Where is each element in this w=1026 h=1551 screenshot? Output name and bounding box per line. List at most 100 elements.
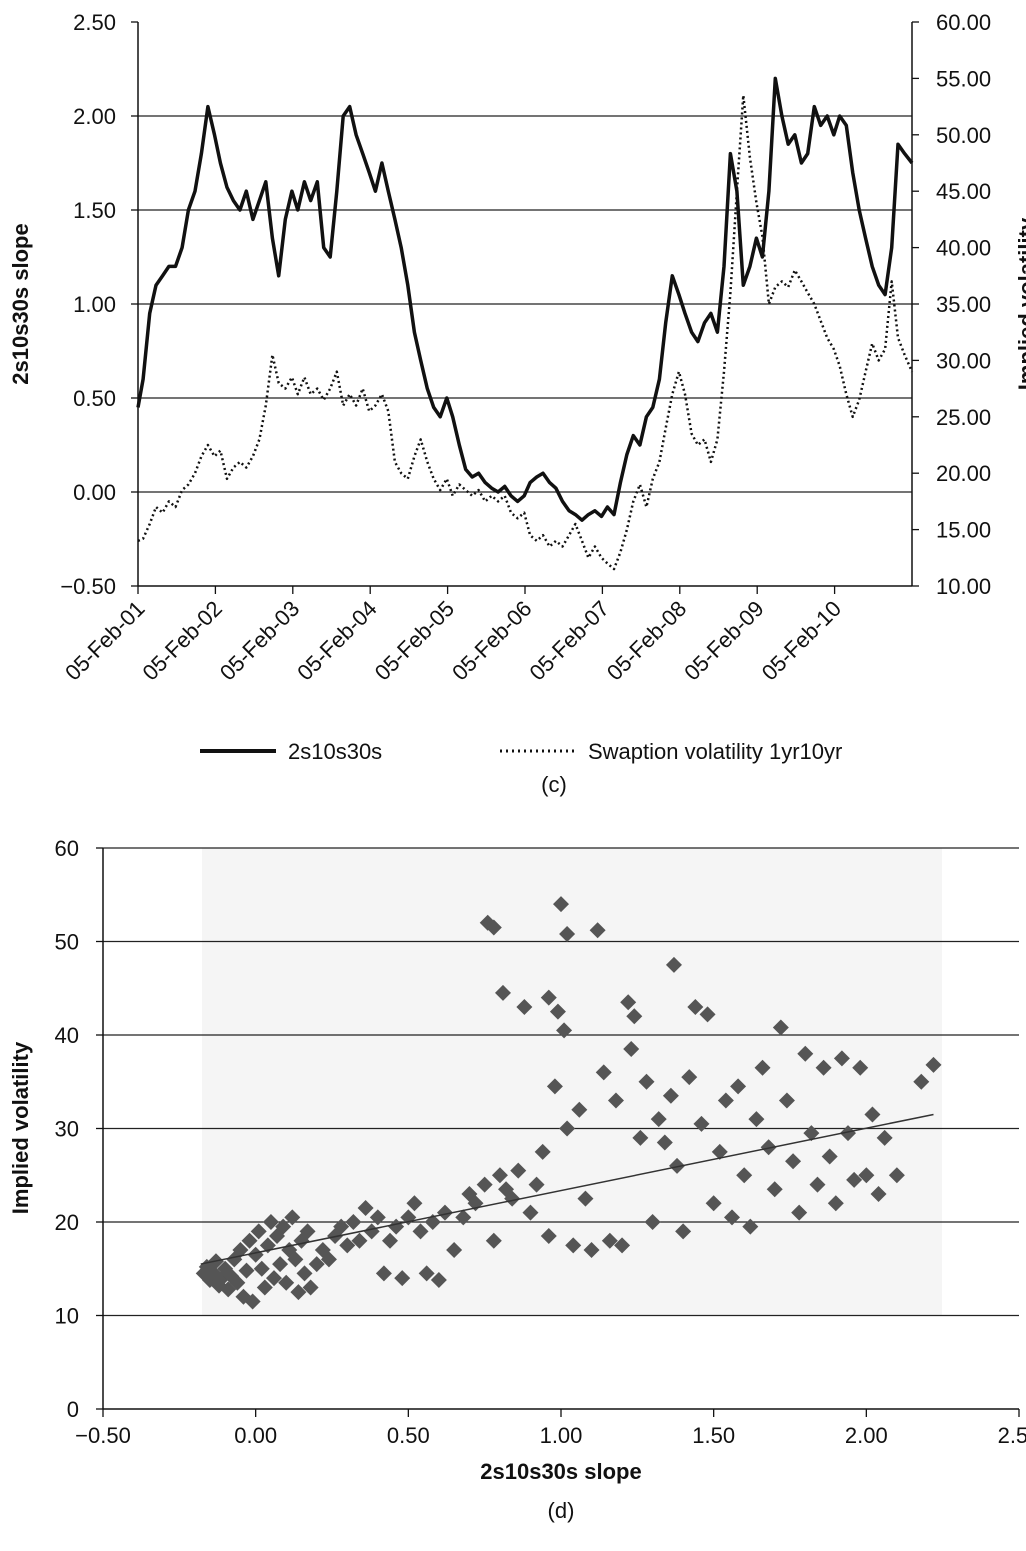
scatter-point xyxy=(662,1087,679,1104)
scatter-point xyxy=(333,1218,350,1235)
scatter-point xyxy=(913,1073,930,1090)
scatter-point xyxy=(406,1195,423,1212)
scatter-point xyxy=(412,1223,429,1240)
chart-c-right-tick-label: 10.00 xyxy=(936,574,991,599)
chart-c-left-axis-label: 2s10s30s slope xyxy=(8,223,33,384)
scatter-point xyxy=(244,1293,261,1310)
chart-c-x-tick-label: 05-Feb-04 xyxy=(292,596,381,685)
scatter-point xyxy=(632,1129,649,1146)
scatter-point xyxy=(607,1092,624,1109)
chart-c-right-axis-label: Implied volatility xyxy=(1014,217,1026,390)
scatter-point xyxy=(302,1279,319,1296)
scatter-point xyxy=(290,1284,307,1301)
scatter-point xyxy=(705,1195,722,1212)
chart-d-trendline xyxy=(200,1113,934,1265)
scatter-point xyxy=(623,1041,640,1058)
scatter-point xyxy=(760,1139,777,1156)
chart-d-y-tick-label: 0 xyxy=(67,1397,79,1422)
scatter-point xyxy=(556,1022,573,1039)
chart-d-y-tick-label: 30 xyxy=(55,1117,79,1142)
scatter-point xyxy=(540,1228,557,1245)
chart-c-right-tick-label: 25.00 xyxy=(936,405,991,430)
scatter-point xyxy=(766,1181,783,1198)
chart-c-right-tick-label: 35.00 xyxy=(936,292,991,317)
scatter-point xyxy=(250,1223,267,1240)
chart-c-x-tick-label: 05-Feb-02 xyxy=(137,596,226,685)
scatter-point xyxy=(614,1237,631,1254)
chart-c-series xyxy=(136,76,914,571)
chart-c-right-tick-label: 50.00 xyxy=(936,123,991,148)
scatter-point xyxy=(711,1143,728,1160)
scatter-point xyxy=(510,1162,527,1179)
scatter-point xyxy=(571,1101,588,1118)
scatter-point xyxy=(369,1209,386,1226)
scatter-point xyxy=(546,1078,563,1095)
chart-c-left-tick-label: 1.00 xyxy=(73,292,116,317)
chart-d-y-tick-label: 60 xyxy=(55,836,79,861)
scatter-point xyxy=(778,1092,795,1109)
scatter-point xyxy=(287,1251,304,1268)
scatter-point xyxy=(852,1059,869,1076)
scatter-point xyxy=(797,1045,814,1062)
scatter-point xyxy=(284,1209,301,1226)
scatter-point xyxy=(363,1223,380,1240)
scatter-point xyxy=(559,1120,576,1137)
scatter-point xyxy=(675,1223,692,1240)
scatter-point xyxy=(375,1265,392,1282)
scatter-point xyxy=(339,1237,356,1254)
scatter-point xyxy=(272,1256,289,1273)
scatter-point xyxy=(476,1176,493,1193)
chart-d-x-tick-label: 2.00 xyxy=(845,1423,888,1448)
scatter-point xyxy=(809,1176,826,1193)
scatter-point xyxy=(803,1125,820,1142)
scatter-point xyxy=(821,1148,838,1165)
scatter-point xyxy=(357,1199,374,1216)
chart-c-left-tick-label: 2.00 xyxy=(73,104,116,129)
scatter-point xyxy=(595,1064,612,1081)
scatter-point xyxy=(742,1218,759,1235)
chart-c-left-tick-label: −0.50 xyxy=(60,574,116,599)
scatter-point xyxy=(553,896,569,913)
scatter-point xyxy=(232,1242,249,1259)
chart-c-right-tick-label: 30.00 xyxy=(936,348,991,373)
chart-d-plot-background xyxy=(202,848,942,1315)
chart-c-x-tick-label: 05-Feb-03 xyxy=(215,596,304,685)
scatter-point xyxy=(626,1008,643,1025)
legend-label-volatility: Swaption volatility 1yr10yr xyxy=(588,739,842,764)
series-line-2s10s30s xyxy=(136,76,914,522)
scatter-point xyxy=(559,926,576,943)
scatter-point xyxy=(687,998,704,1015)
scatter-point xyxy=(296,1265,313,1282)
scatter-point xyxy=(275,1218,292,1235)
scatter-point xyxy=(308,1256,325,1273)
scatter-point xyxy=(229,1274,246,1291)
scatter-point xyxy=(565,1237,582,1254)
chart-c-left-tick-label: 1.50 xyxy=(73,198,116,223)
scatter-point xyxy=(446,1242,463,1259)
scatter-point xyxy=(494,984,511,1001)
scatter-point xyxy=(620,994,637,1011)
scatter-point xyxy=(516,998,533,1015)
series-line-swaption-volatility xyxy=(137,94,914,571)
scatter-point xyxy=(650,1111,667,1128)
scatter-point xyxy=(858,1167,875,1184)
scatter-point xyxy=(840,1125,857,1142)
scatter-point xyxy=(320,1251,337,1268)
scatter-point xyxy=(736,1167,753,1184)
chart-d-x-tick-label: −0.50 xyxy=(75,1423,131,1448)
chart-c-legend: 2s10s30s Swaption volatility 1yr10yr xyxy=(200,739,842,764)
scatter-point xyxy=(583,1242,600,1259)
chart-c-left-tick-label: 2.50 xyxy=(73,10,116,35)
scatter-point xyxy=(717,1092,734,1109)
scatter-point xyxy=(772,1019,789,1036)
scatter-point xyxy=(549,1003,566,1020)
chart-c-x-tick-label: 05-Feb-06 xyxy=(447,596,536,685)
scatter-point xyxy=(870,1185,887,1202)
scatter-point xyxy=(247,1246,264,1263)
scatter-point xyxy=(748,1111,765,1128)
scatter-point xyxy=(504,1190,521,1207)
scatter-point xyxy=(351,1232,368,1249)
scatter-point xyxy=(485,1232,502,1249)
scatter-point xyxy=(888,1167,905,1184)
